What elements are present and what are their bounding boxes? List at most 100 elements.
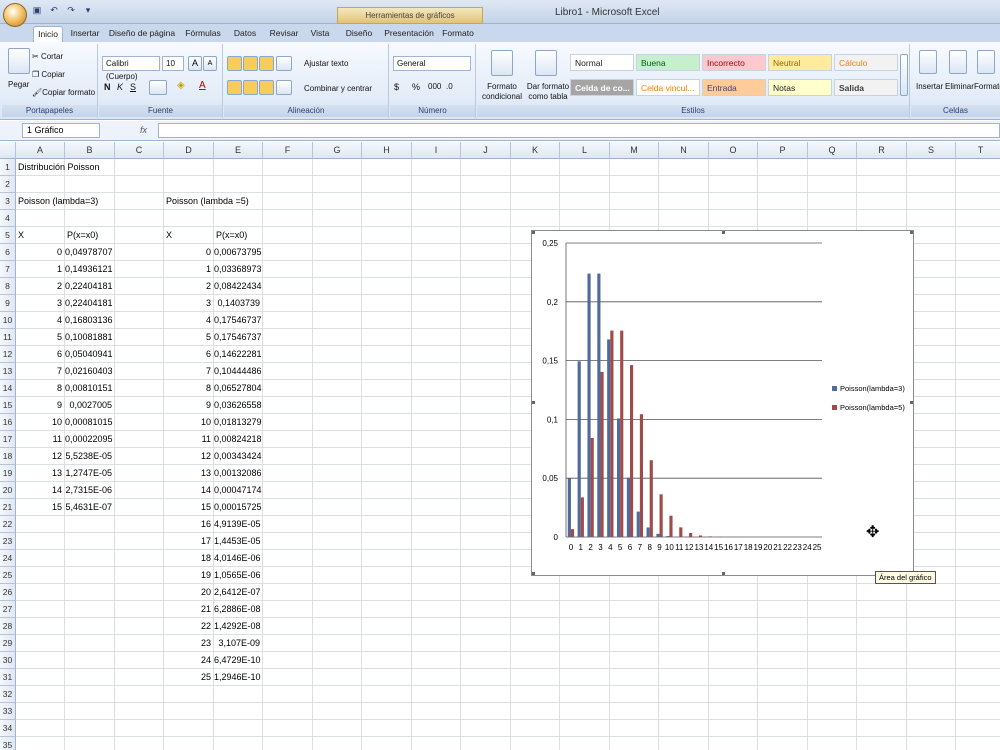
row-header[interactable]: 33: [0, 703, 16, 720]
cell-x[interactable]: 0: [205, 247, 211, 257]
fx-icon[interactable]: fx: [140, 125, 148, 135]
format-cells-button[interactable]: Formato: [974, 82, 1000, 91]
cell-x[interactable]: 2: [56, 281, 62, 291]
cell-prob[interactable]: 2,6412E-07: [214, 587, 261, 597]
number-format-select[interactable]: General: [393, 56, 471, 71]
align-right-icon[interactable]: [259, 80, 274, 95]
cell-prob[interactable]: 0,00824218: [214, 434, 262, 444]
style-celda-comprobacion[interactable]: Celda de co...: [570, 79, 634, 96]
cell-x[interactable]: 4: [205, 315, 211, 325]
cell-prob[interactable]: 0,08422434: [214, 281, 262, 291]
table-format-button[interactable]: Dar formato como tabla: [526, 82, 570, 101]
orientation-icon[interactable]: [276, 56, 292, 71]
cell-x[interactable]: 17: [200, 536, 211, 546]
cell-prob[interactable]: 4,0146E-06: [214, 553, 261, 563]
row-header[interactable]: 4: [0, 210, 16, 227]
cell-x[interactable]: 4: [56, 315, 62, 325]
cell-prob[interactable]: 1,4453E-05: [214, 536, 261, 546]
cell-prob[interactable]: 0,00673795: [214, 247, 262, 257]
underline-icon[interactable]: S: [130, 82, 137, 92]
cell-prob[interactable]: 3,107E-09: [218, 638, 260, 648]
cell-x[interactable]: 12: [51, 451, 62, 461]
cell-x[interactable]: 19: [200, 570, 211, 580]
tab-vista[interactable]: Vista: [310, 28, 330, 38]
cell-col-label[interactable]: P(x=x0): [216, 230, 248, 240]
row-header[interactable]: 34: [0, 720, 16, 737]
poisson-chart[interactable]: 00,050,10,150,20,250 1 2 3 4 5 6 7 8 9 10 11 12 13 14 1…: [532, 231, 913, 575]
copy-button[interactable]: ❐ Copiar: [32, 70, 65, 79]
row-header[interactable]: 26: [0, 584, 16, 601]
row-header[interactable]: 1: [0, 159, 16, 176]
column-header[interactable]: G: [313, 142, 362, 159]
row-header[interactable]: 18: [0, 448, 16, 465]
cell-x[interactable]: 10: [200, 417, 211, 427]
row-header[interactable]: 27: [0, 601, 16, 618]
cell-header-lambda5[interactable]: Poisson (lambda =5): [166, 196, 249, 206]
row-header[interactable]: 14: [0, 380, 16, 397]
cell-prob[interactable]: 5,5238E-05: [65, 451, 112, 461]
row-header[interactable]: 24: [0, 550, 16, 567]
cell-prob[interactable]: 0,16803136: [65, 315, 113, 325]
cell-prob[interactable]: 4,9139E-05: [214, 519, 261, 529]
formula-input[interactable]: [158, 123, 1000, 138]
font-size-select[interactable]: 10: [162, 56, 184, 71]
cell-x[interactable]: 12: [200, 451, 211, 461]
row-header[interactable]: 11: [0, 329, 16, 346]
cell-prob[interactable]: 1,4292E-08: [214, 621, 261, 631]
cell-x[interactable]: 1: [56, 264, 62, 274]
cell-x[interactable]: 15: [200, 502, 211, 512]
row-header[interactable]: 35: [0, 737, 16, 750]
cell-col-label[interactable]: P(x=x0): [67, 230, 99, 240]
style-buena[interactable]: Buena: [636, 54, 700, 71]
row-header[interactable]: 6: [0, 244, 16, 261]
thousands-icon[interactable]: 000: [428, 82, 442, 91]
select-all-corner[interactable]: [0, 142, 16, 159]
format-painter-button[interactable]: 🖌Copiar formato: [32, 88, 95, 97]
cell-x[interactable]: 7: [56, 366, 62, 376]
cell-title[interactable]: Distribución Poisson: [18, 162, 100, 172]
styles-scroll-icon[interactable]: [900, 54, 908, 96]
cell-prob[interactable]: 0,10081881: [65, 332, 113, 342]
cell-x[interactable]: 11: [52, 434, 62, 444]
align-left-icon[interactable]: [227, 80, 242, 95]
tab-revisar[interactable]: Revisar: [269, 28, 299, 38]
chart-area[interactable]: 0 0,05 0,1 0,15 0,2 0,25 0 1 2 3 4 5 6 7 8 9 10 11 12 13 14 1…: [531, 230, 914, 576]
tab-formato[interactable]: Formato: [442, 28, 474, 38]
column-header[interactable]: O: [709, 142, 758, 159]
cell-prob[interactable]: 5,4631E-07: [65, 502, 112, 512]
cell-prob[interactable]: 0,00047174: [214, 485, 262, 495]
row-header[interactable]: 22: [0, 516, 16, 533]
cell-x[interactable]: 25: [200, 672, 211, 682]
conditional-format-icon[interactable]: [491, 50, 513, 76]
cell-prob[interactable]: 0,22404181: [65, 298, 113, 308]
cell-prob[interactable]: 1,0565E-06: [214, 570, 261, 580]
tab-diseno-pagina[interactable]: Diseño de página: [108, 28, 176, 38]
style-neutral[interactable]: Neutral: [768, 54, 832, 71]
column-header[interactable]: L: [560, 142, 610, 159]
row-header[interactable]: 19: [0, 465, 16, 482]
delete-cells-icon[interactable]: [949, 50, 967, 74]
style-entrada[interactable]: Entrada: [702, 79, 766, 96]
font-name-select[interactable]: Calibri (Cuerpo): [102, 56, 160, 81]
insert-cells-button[interactable]: Insertar: [916, 82, 944, 91]
cell-prob[interactable]: 0,06527804: [214, 383, 262, 393]
cell-prob[interactable]: 2,7315E-06: [65, 485, 112, 495]
cell-col-label[interactable]: X: [166, 230, 173, 240]
wrap-text-button[interactable]: Ajustar texto: [304, 59, 349, 68]
cell-x[interactable]: 9: [205, 400, 211, 410]
cell-x[interactable]: 1: [205, 264, 211, 274]
paste-icon[interactable]: [8, 48, 30, 74]
cell-x[interactable]: 2: [205, 281, 211, 291]
column-header[interactable]: M: [610, 142, 659, 159]
cell-prob[interactable]: 0,05040941: [65, 349, 113, 359]
cell-prob[interactable]: 0,00132086: [214, 468, 262, 478]
cell-x[interactable]: 18: [200, 553, 211, 563]
cell-x[interactable]: 0: [56, 247, 62, 257]
row-header[interactable]: 13: [0, 363, 16, 380]
column-header[interactable]: B: [65, 142, 115, 159]
row-header[interactable]: 15: [0, 397, 16, 414]
row-header[interactable]: 7: [0, 261, 16, 278]
cell-x[interactable]: 9: [56, 400, 62, 410]
column-header[interactable]: J: [461, 142, 511, 159]
column-header[interactable]: F: [263, 142, 313, 159]
